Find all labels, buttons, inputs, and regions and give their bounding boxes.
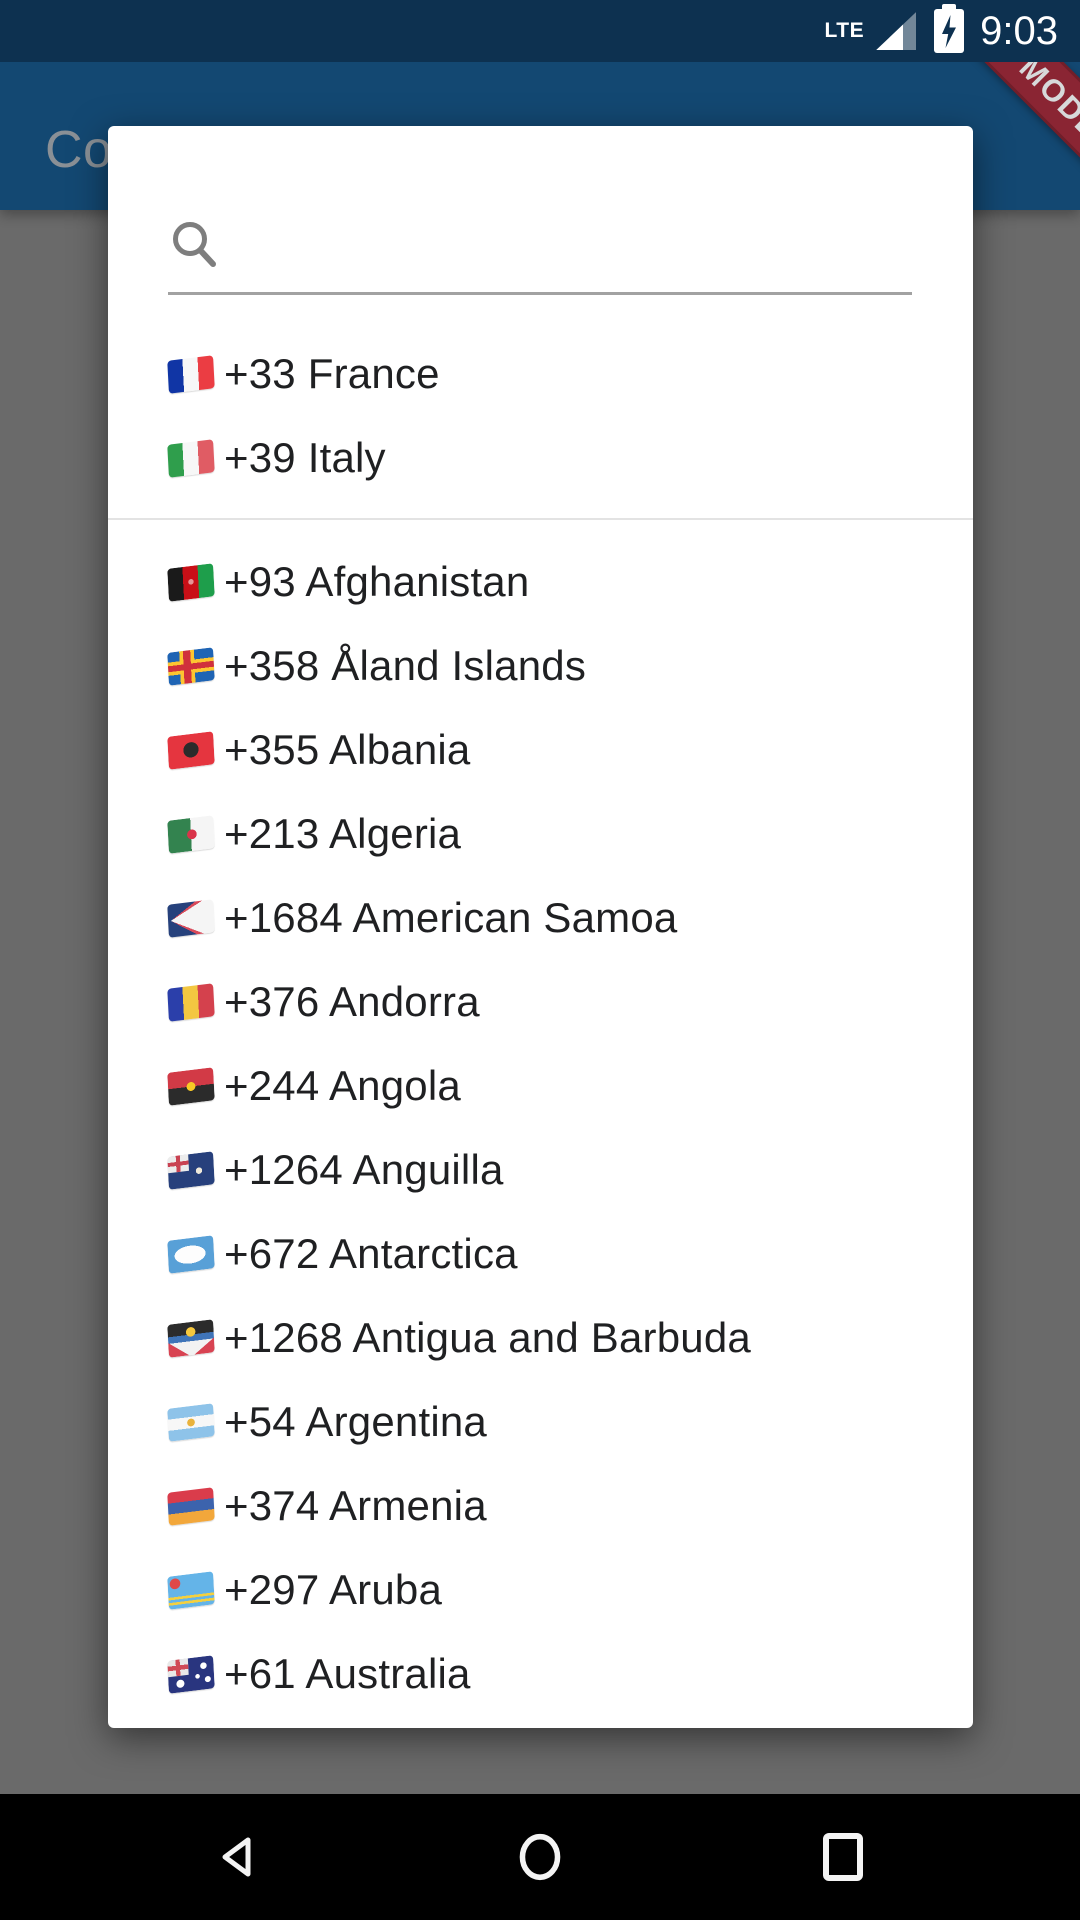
country-label: +355 Albania (224, 726, 471, 773)
country-list-item[interactable]: +54 Argentina (108, 1380, 973, 1464)
country-list-item[interactable]: +374 Armenia (108, 1464, 973, 1548)
android-nav-bar (0, 1794, 1080, 1920)
signal-strength-icon (876, 12, 917, 50)
countries-list: +93 Afghanistan +358 Åland Islands +355 … (108, 520, 973, 1716)
country-label: +1684 American Samoa (224, 894, 678, 941)
country-list-item[interactable]: +376 Andorra (108, 960, 973, 1044)
search-field (108, 126, 973, 295)
flag-icon (167, 814, 215, 854)
country-label: +93 Afghanistan (224, 558, 530, 605)
flag-icon (167, 438, 215, 478)
country-list-item[interactable]: +61 Australia (108, 1632, 973, 1716)
country-label: +1264 Anguilla (224, 1146, 504, 1193)
flag-icon (167, 1066, 215, 1106)
flag-icon (167, 1234, 215, 1274)
country-label: +672 Antarctica (224, 1230, 518, 1277)
country-label: +1268 Antigua and Barbuda (224, 1314, 751, 1361)
flag-icon (167, 1654, 215, 1694)
flag-icon (167, 1318, 215, 1358)
country-label: +297 Aruba (224, 1566, 443, 1613)
flag-icon (167, 898, 215, 938)
clock: 9:03 (980, 8, 1058, 53)
flag-icon (167, 1486, 215, 1526)
country-list-item[interactable]: +672 Antarctica (108, 1212, 973, 1296)
country-label: +54 Argentina (224, 1398, 487, 1445)
flag-icon (167, 982, 215, 1022)
country-label: +244 Angola (224, 1062, 461, 1109)
country-list-item[interactable]: +1268 Antigua and Barbuda (108, 1296, 973, 1380)
country-list-item[interactable]: +244 Angola (108, 1044, 973, 1128)
country-list-item[interactable]: +1264 Anguilla (108, 1128, 973, 1212)
country-list-item[interactable]: +297 Aruba (108, 1548, 973, 1632)
country-list-item[interactable]: +33 France (108, 332, 973, 416)
country-label: +358 Åland Islands (224, 642, 587, 689)
network-type-label: LTE (824, 19, 865, 42)
flag-icon (167, 1150, 215, 1190)
country-picker-dialog: +33 France +39 Italy +93 Afghanistan +35… (108, 126, 973, 1728)
recents-button[interactable] (819, 1833, 867, 1881)
flag-icon (167, 1570, 215, 1610)
country-list-item[interactable]: +355 Albania (108, 708, 973, 792)
country-list-item[interactable]: +213 Algeria (108, 792, 973, 876)
country-list-item[interactable]: +93 Afghanistan (108, 540, 973, 624)
status-bar: LTE 9:03 (0, 0, 1080, 62)
country-label: +213 Algeria (224, 810, 462, 857)
country-label: +61 Australia (224, 1650, 471, 1697)
country-list-item[interactable]: +1684 American Samoa (108, 876, 973, 960)
country-list-item[interactable]: +358 Åland Islands (108, 624, 973, 708)
flag-icon (167, 562, 215, 602)
home-button[interactable] (516, 1833, 564, 1881)
flag-icon (167, 646, 215, 686)
search-icon (168, 218, 222, 277)
flag-icon (167, 730, 215, 770)
favorites-list: +33 France +39 Italy (108, 294, 973, 500)
favorites-divider (108, 518, 973, 520)
country-label: +374 Armenia (224, 1482, 487, 1529)
flag-icon (167, 354, 215, 394)
search-input[interactable] (238, 206, 842, 278)
country-label: +376 Andorra (224, 978, 480, 1025)
search-underline (168, 292, 912, 295)
country-list-item[interactable]: +39 Italy (108, 416, 973, 500)
back-button[interactable] (213, 1833, 261, 1881)
battery-charging-icon (934, 4, 965, 53)
country-label: +39 Italy (224, 434, 386, 481)
flag-icon (167, 1402, 215, 1442)
country-label: +33 France (224, 350, 440, 397)
